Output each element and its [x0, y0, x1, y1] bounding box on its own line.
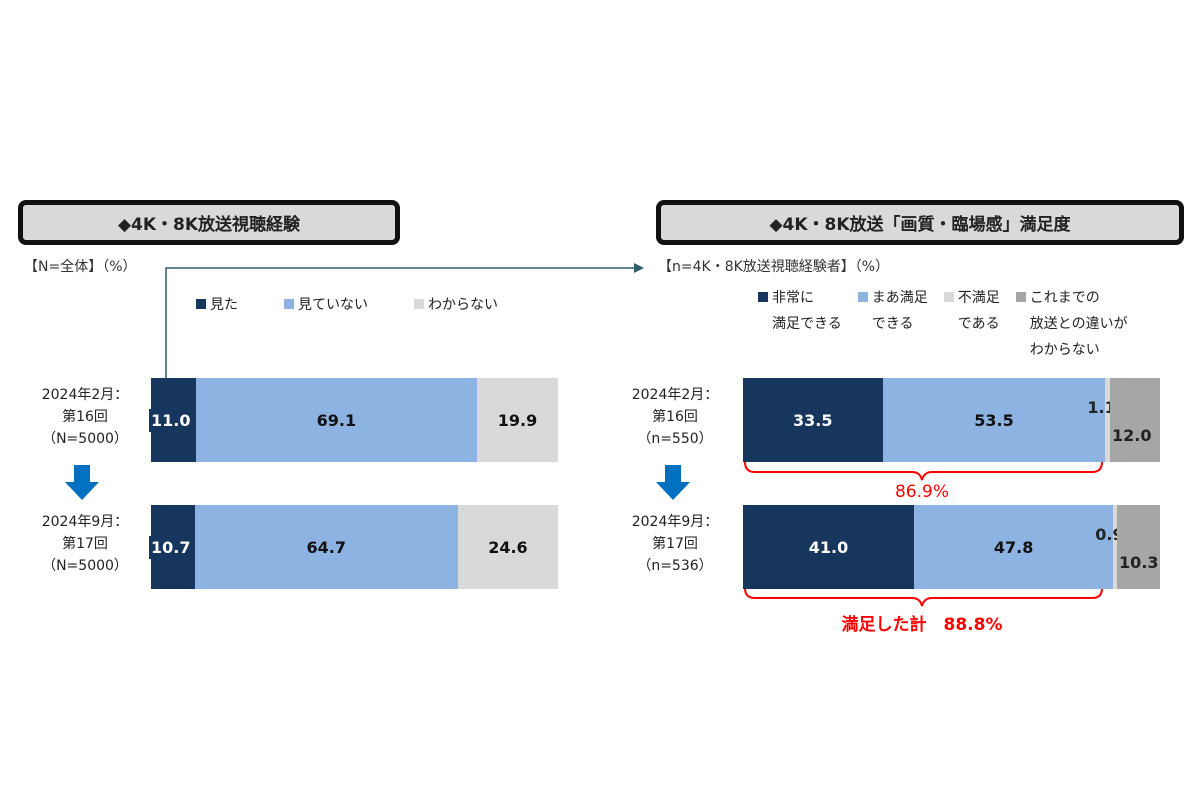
- legend-swatch: [758, 292, 768, 302]
- legend-swatch: [1015, 292, 1026, 302]
- bar-segment: 19.9: [477, 378, 558, 462]
- legend-swatch: [284, 299, 294, 309]
- row-label-line: 2024年9月：: [41, 514, 129, 530]
- row-label: 2024年9月： 第17回 （n=536）: [620, 511, 730, 577]
- row-label-line: 第17回: [652, 536, 698, 552]
- row-label: 2024年9月： 第17回 （N=5000）: [30, 511, 140, 577]
- data-label: 19.9: [497, 410, 538, 430]
- legend-item: まあ満足 できる: [857, 285, 928, 363]
- row-label-line: 2024年2月：: [631, 387, 719, 403]
- legend-label: 見ていない: [284, 292, 368, 318]
- row-label-line: 2024年2月：: [41, 387, 129, 403]
- legend-item: 見た: [196, 292, 238, 318]
- data-label: 41.0: [808, 537, 849, 557]
- legend-swatch: [196, 299, 206, 309]
- bar-segment: 53.5: [882, 378, 1106, 462]
- row-label-line: 第16回: [62, 409, 108, 425]
- legend-label: これまでの: [1015, 285, 1128, 311]
- legend-swatch: [857, 292, 868, 302]
- bar-segment: [1105, 378, 1110, 462]
- legend-label: できる: [871, 316, 914, 332]
- legend-label: わからない: [1029, 342, 1100, 358]
- legend-label: である: [957, 316, 1000, 332]
- legend-item: わからない: [414, 292, 498, 318]
- legend-item: 非常に満足できる: [758, 285, 842, 363]
- bar-segment: 64.7: [194, 505, 458, 589]
- legend-item: これまでの放送との違いが わからない: [1015, 285, 1128, 363]
- bar-segment: 41.0: [743, 505, 914, 589]
- legend-label: 満足できる: [772, 316, 842, 332]
- bar-segment: 33.5: [743, 378, 883, 462]
- legend-swatch: [943, 292, 954, 302]
- down-arrow-icon: [656, 465, 690, 500]
- data-label: 64.7: [306, 537, 346, 557]
- row-label-line: 第16回: [652, 409, 698, 425]
- legend-label: 非常に: [758, 285, 842, 311]
- row-label-line: （n=536）: [637, 558, 713, 574]
- data-label: 33.5: [793, 410, 833, 430]
- data-label: 69.1: [316, 410, 357, 430]
- right-legend: 非常に 満足できる まあ満足 できる 不満足 である これまでの 放送との違いが わからない: [758, 285, 1128, 363]
- legend-label: わからない: [414, 292, 498, 318]
- bar-segment: [1110, 378, 1160, 462]
- bar-segment: 11.0: [149, 378, 196, 462]
- row-label-line: 第17回: [62, 536, 108, 552]
- bar-segment: [1117, 505, 1160, 589]
- brace-2: [744, 587, 1103, 607]
- legend-item: 不満足である: [943, 285, 1000, 363]
- bar-segment: [1113, 505, 1118, 589]
- total-label-1: 86.9%: [894, 482, 949, 502]
- bar-segment: 10.7: [149, 505, 195, 589]
- legend-item: 見ていない: [284, 292, 368, 318]
- row-label: 2024年2月： 第16回 （N=5000）: [30, 384, 140, 450]
- data-label: 47.8: [993, 537, 1034, 557]
- data-label: 24.6: [488, 537, 528, 557]
- row-label: 2024年2月： 第16回 （n=550）: [620, 384, 730, 450]
- left-legend: 見た 見ていない わからない: [196, 292, 498, 318]
- row-label-line: （N=5000）: [42, 431, 128, 447]
- data-label: 0.9: [1095, 525, 1124, 544]
- total-label-2: 満足した計 88.8%: [841, 615, 1003, 635]
- row-label-line: （N=5000）: [42, 558, 128, 574]
- row-label-line: （n=550）: [637, 431, 713, 447]
- bar-segment: 69.1: [195, 378, 477, 462]
- data-label: 1.1: [1087, 398, 1116, 417]
- left-chart-note: 【N=全体】（%）: [24, 259, 137, 275]
- data-label: 10.7: [149, 535, 193, 559]
- legend-swatch: [414, 299, 424, 309]
- legend-label: 不満足: [943, 285, 1000, 311]
- down-arrow-icon: [65, 465, 99, 500]
- data-label: 12.0: [1112, 426, 1152, 445]
- data-label: 10.3: [1119, 553, 1159, 572]
- right-chart-title: ◆4K・8K放送「画質・臨場感」満足度: [656, 200, 1184, 245]
- left-chart-title: ◆4K・8K放送視聴経験: [18, 200, 400, 245]
- bar-segment: 24.6: [457, 505, 558, 589]
- legend-label: 見た: [196, 292, 238, 318]
- legend-label: 放送との違いが: [1029, 316, 1128, 332]
- data-label: 11.0: [149, 408, 193, 432]
- legend-label: まあ満足: [857, 285, 928, 311]
- right-chart-note: 【n=4K・8K放送視聴経験者】（%）: [658, 259, 890, 275]
- brace-1: [744, 461, 1103, 481]
- row-label-line: 2024年9月：: [631, 514, 719, 530]
- data-label: 53.5: [974, 410, 1014, 430]
- bar-segment: 47.8: [913, 505, 1114, 589]
